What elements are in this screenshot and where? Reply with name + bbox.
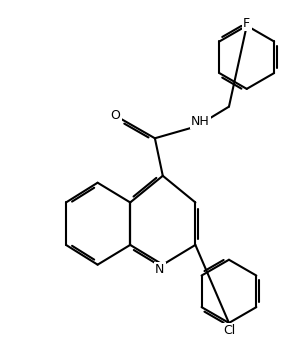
Text: O: O xyxy=(110,109,120,122)
Text: F: F xyxy=(243,17,250,30)
Text: Cl: Cl xyxy=(223,324,235,337)
Text: NH: NH xyxy=(191,115,210,128)
Text: N: N xyxy=(155,263,164,276)
